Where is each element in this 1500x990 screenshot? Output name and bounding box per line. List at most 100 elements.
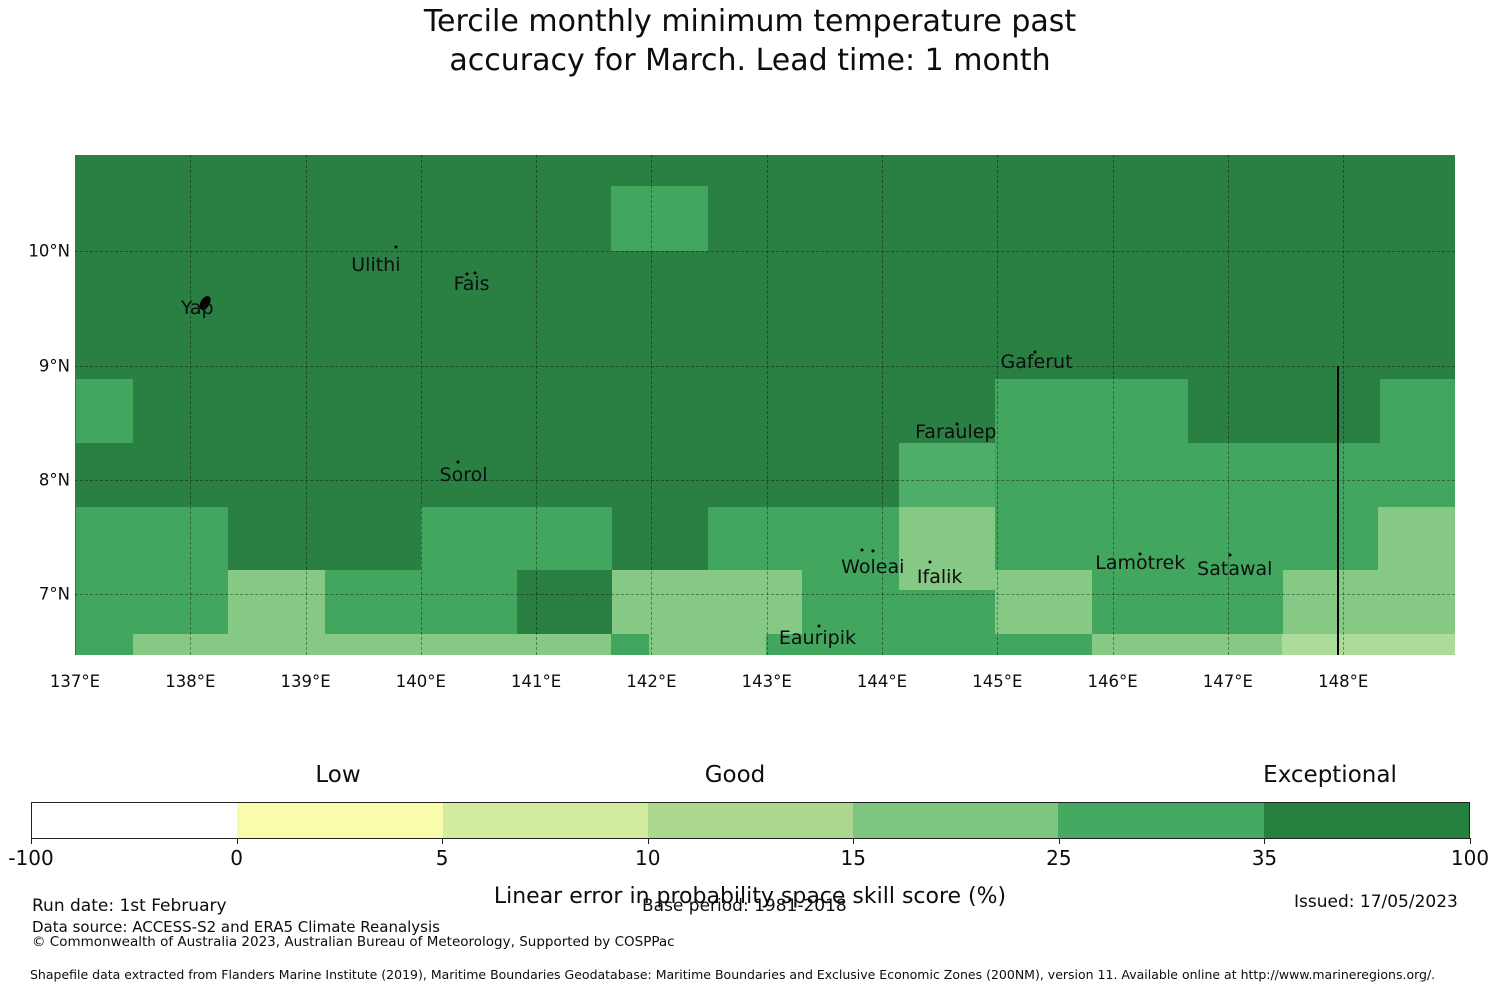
x-axis-tick-label: 145°E bbox=[972, 672, 1023, 691]
y-axis-tick-label: 9°N bbox=[38, 356, 70, 376]
island-label: Woleai bbox=[841, 555, 905, 578]
latitude-gridline bbox=[75, 251, 1455, 253]
colorbar-axis-label: Linear error in probability space skill … bbox=[493, 884, 1007, 909]
x-axis-tick-label: 141°E bbox=[511, 672, 562, 691]
longitude-gridline bbox=[190, 155, 192, 655]
colorbar-tick-label: 25 bbox=[1046, 846, 1072, 870]
island-marker-dot bbox=[473, 271, 477, 275]
longitude-gridline bbox=[420, 155, 422, 655]
longitude-gridline bbox=[1112, 155, 1114, 655]
longitude-gridline bbox=[766, 155, 768, 655]
colorbar-tick bbox=[236, 838, 238, 844]
island-marker-dot bbox=[465, 272, 469, 276]
grid-cell bbox=[1091, 634, 1283, 655]
longitude-gridline bbox=[1343, 155, 1345, 655]
island-label: Faraulep bbox=[915, 420, 997, 443]
island-label: Ifalik bbox=[916, 566, 963, 589]
grid-cell bbox=[1380, 379, 1455, 444]
grid-cell bbox=[420, 507, 613, 571]
colorbar-category-label: Good bbox=[704, 762, 766, 788]
longitude-gridline bbox=[1227, 155, 1229, 655]
x-axis-tick-label: 148°E bbox=[1318, 672, 1369, 691]
colorbar-tick bbox=[442, 838, 444, 844]
colorbar-segment bbox=[1263, 803, 1469, 838]
grid-cell bbox=[995, 507, 1378, 571]
colorbar-tick-label: 10 bbox=[634, 846, 661, 870]
colorbar-tick bbox=[647, 838, 649, 844]
island-marker-dot bbox=[928, 560, 932, 564]
x-axis-tick-label: 137°E bbox=[49, 672, 101, 691]
eez-boundary-line bbox=[1337, 365, 1340, 655]
grid-cell bbox=[899, 443, 995, 508]
island-marker-dot bbox=[955, 422, 959, 426]
grid-cell bbox=[325, 570, 517, 635]
island-marker-dot bbox=[394, 245, 397, 249]
colorbar-segment bbox=[1058, 803, 1264, 838]
island-label: Eauripik bbox=[778, 626, 857, 649]
island-label: Lamotrek bbox=[1095, 552, 1186, 575]
grid-cell bbox=[1377, 507, 1455, 571]
x-axis-tick-label: 142°E bbox=[626, 672, 677, 691]
longitude-gridline bbox=[536, 155, 538, 655]
grid-cell bbox=[76, 634, 133, 655]
island-marker-dot bbox=[1228, 553, 1232, 557]
grid-cell bbox=[76, 507, 229, 571]
island-marker-dot bbox=[817, 624, 821, 628]
grid-cell bbox=[132, 634, 612, 655]
colorbar-segment bbox=[853, 803, 1059, 838]
grid-cell bbox=[1282, 634, 1455, 655]
footer-run-date: Run date: 1st February bbox=[32, 896, 227, 916]
grid-cell bbox=[765, 634, 1092, 655]
island-label: Sorol bbox=[439, 464, 488, 487]
x-axis-tick-label: 139°E bbox=[280, 672, 331, 691]
footer-copyright: © Commonwealth of Australia 2023, Austra… bbox=[32, 934, 675, 950]
footer-base-period: Base period: 1981-2018 bbox=[642, 896, 847, 916]
colorbar-tick-label: -100 bbox=[8, 846, 54, 870]
colorbar-tick bbox=[1470, 838, 1471, 844]
colorbar bbox=[31, 802, 1470, 839]
colorbar-segment bbox=[442, 803, 648, 838]
grid-cell bbox=[611, 185, 708, 252]
grid-cell bbox=[76, 379, 133, 444]
colorbar-tick-label: 100 bbox=[1450, 846, 1490, 870]
latitude-gridline bbox=[75, 594, 1455, 596]
island-label: Fais bbox=[453, 273, 490, 296]
grid-cell bbox=[649, 634, 766, 655]
x-axis-tick-label: 140°E bbox=[395, 672, 446, 691]
y-axis-tick-label: 8°N bbox=[38, 470, 70, 490]
island-marker-dot bbox=[456, 460, 460, 464]
colorbar-tick bbox=[1264, 838, 1266, 844]
island-marker-dot bbox=[1138, 552, 1142, 556]
latitude-gridline bbox=[75, 365, 1455, 367]
longitude-gridline bbox=[305, 155, 307, 655]
grid-cell bbox=[1283, 570, 1455, 635]
colorbar-tick-label: 5 bbox=[435, 846, 449, 870]
island-label: Satawal bbox=[1197, 558, 1273, 581]
longitude-gridline bbox=[997, 155, 999, 655]
colorbar-category-label: Exceptional bbox=[1263, 762, 1397, 788]
latitude-gridline bbox=[75, 479, 1455, 481]
colorbar-tick-label: 0 bbox=[230, 846, 243, 870]
colorbar-segment bbox=[32, 803, 238, 838]
y-axis-tick-label: 10°N bbox=[28, 241, 70, 261]
island-label: Ulithi bbox=[351, 253, 401, 276]
grid-cell bbox=[1091, 570, 1284, 635]
island-marker-dot bbox=[1033, 350, 1037, 354]
island-label: Yap bbox=[180, 297, 214, 320]
colorbar-tick bbox=[31, 838, 32, 844]
x-axis-tick-label: 147°E bbox=[1202, 672, 1253, 691]
island-marker-dot bbox=[871, 549, 875, 553]
grid-cell bbox=[995, 379, 1188, 444]
footer-data-source: Data source: ACCESS-S2 and ERA5 Climate … bbox=[32, 918, 440, 936]
colorbar-segment bbox=[647, 803, 854, 838]
grid-cell bbox=[76, 570, 229, 635]
map-plot-area: Yap Ulithi Fais Sorol Gaferut Faraulep Woleai I… bbox=[75, 155, 1455, 655]
footer-shapefile-attribution: Shapefile data extracted from Flanders M… bbox=[30, 967, 1436, 982]
x-axis-tick-label: 143°E bbox=[741, 672, 792, 691]
chart-title-line2: accuracy for March. Lead time: 1 month bbox=[449, 43, 1051, 78]
footer-issued-date: Issued: 17/05/2023 bbox=[1294, 892, 1458, 912]
chart-title-line1: Tercile monthly minimum temperature past bbox=[423, 4, 1077, 39]
colorbar-category-label: Low bbox=[315, 762, 361, 788]
longitude-gridline bbox=[882, 155, 884, 655]
